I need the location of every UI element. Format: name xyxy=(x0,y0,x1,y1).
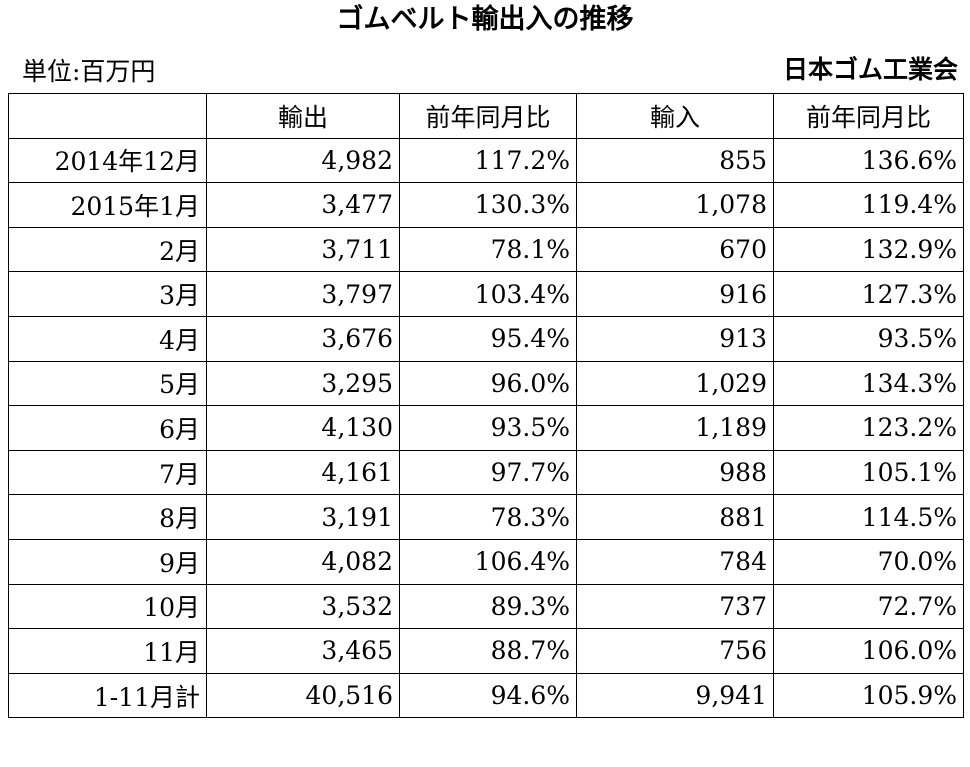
table-row: 1-11月計 40,516 94.6% 9,941 105.9% xyxy=(8,672,964,719)
table-body: 2014年12月 4,982 117.2% 855 136.6% 2015年1月 3,477… xyxy=(8,137,964,719)
export-cell: 3,191 xyxy=(206,494,400,540)
period-cell: 3月 xyxy=(8,271,207,317)
export-yoy-cell: 95.4% xyxy=(399,315,577,362)
period-cell: 2014年12月 xyxy=(8,137,207,184)
export-cell: 3,477 xyxy=(206,182,400,228)
export-cell: 3,711 xyxy=(206,226,400,273)
export-yoy-cell: 78.1% xyxy=(399,226,577,273)
header-row: 輸出 前年同月比 輸入 前年同月比 xyxy=(8,93,964,139)
page-title: ゴムベルト輸出入の推移 xyxy=(336,4,634,35)
import-yoy-cell: 123.2% xyxy=(773,405,964,451)
export-yoy-cell: 88.7% xyxy=(399,628,577,674)
import-cell: 784 xyxy=(576,538,774,585)
export-yoy-cell: 94.6% xyxy=(399,672,577,719)
export-cell: 4,982 xyxy=(206,137,400,184)
import-yoy-cell: 136.6% xyxy=(773,137,964,184)
export-yoy-cell: 97.7% xyxy=(399,449,577,496)
import-yoy-cell: 134.3% xyxy=(773,360,964,407)
table-row: 2014年12月 4,982 117.2% 855 136.6% xyxy=(8,137,964,184)
period-cell: 8月 xyxy=(8,494,207,540)
export-yoy-cell: 89.3% xyxy=(399,583,577,630)
import-cell: 916 xyxy=(576,271,774,317)
period-cell: 11月 xyxy=(8,628,207,674)
unit-label: 単位:百万円 xyxy=(22,57,156,86)
import-cell: 881 xyxy=(576,494,774,540)
period-cell: 1-11月計 xyxy=(8,672,207,719)
export-yoy-cell: 96.0% xyxy=(399,360,577,407)
table-row: 9月 4,082 106.4% 784 70.0% xyxy=(8,538,964,585)
import-cell: 1,189 xyxy=(576,405,774,451)
import-yoy-cell: 70.0% xyxy=(773,538,964,585)
period-cell: 4月 xyxy=(8,315,207,362)
export-cell: 40,516 xyxy=(206,672,400,719)
import-yoy-cell: 105.9% xyxy=(773,672,964,719)
import-cell: 1,029 xyxy=(576,360,774,407)
export-yoy-cell: 103.4% xyxy=(399,271,577,317)
import-cell: 737 xyxy=(576,583,774,630)
import-yoy-cell: 72.7% xyxy=(773,583,964,630)
table-row: 3月 3,797 103.4% 916 127.3% xyxy=(8,271,964,317)
import-yoy-cell: 114.5% xyxy=(773,494,964,540)
table-row: 2015年1月 3,477 130.3% 1,078 119.4% xyxy=(8,182,964,228)
header-cell-export: 輸出 xyxy=(206,93,400,139)
export-cell: 3,797 xyxy=(206,271,400,317)
export-cell: 4,082 xyxy=(206,538,400,585)
import-yoy-cell: 105.1% xyxy=(773,449,964,496)
period-cell: 2月 xyxy=(8,226,207,273)
table-row: 2月 3,711 78.1% 670 132.9% xyxy=(8,226,964,273)
export-cell: 4,161 xyxy=(206,449,400,496)
header-cell-import-yoy: 前年同月比 xyxy=(773,93,964,139)
import-cell: 756 xyxy=(576,628,774,674)
export-cell: 3,465 xyxy=(206,628,400,674)
import-cell: 1,078 xyxy=(576,182,774,228)
export-yoy-cell: 106.4% xyxy=(399,538,577,585)
table-row: 11月 3,465 88.7% 756 106.0% xyxy=(8,628,964,674)
import-cell: 913 xyxy=(576,315,774,362)
import-yoy-cell: 106.0% xyxy=(773,628,964,674)
period-cell: 9月 xyxy=(8,538,207,585)
period-cell: 10月 xyxy=(8,583,207,630)
table-row: 7月 4,161 97.7% 988 105.1% xyxy=(8,449,964,496)
trade-table: 輸出 前年同月比 輸入 前年同月比 2014年12月 4,982 117.2% 855… xyxy=(8,93,964,719)
export-cell: 3,532 xyxy=(206,583,400,630)
header-cell-period xyxy=(8,93,207,139)
period-cell: 6月 xyxy=(8,405,207,451)
table-row: 6月 4,130 93.5% 1,189 123.2% xyxy=(8,405,964,451)
import-cell: 670 xyxy=(576,226,774,273)
period-cell: 5月 xyxy=(8,360,207,407)
table-row: 10月 3,532 89.3% 737 72.7% xyxy=(8,583,964,630)
export-cell: 4,130 xyxy=(206,405,400,451)
table-row: 5月 3,295 96.0% 1,029 134.3% xyxy=(8,360,964,407)
header-cell-export-yoy: 前年同月比 xyxy=(399,93,577,139)
import-cell: 855 xyxy=(576,137,774,184)
source-label: 日本ゴム工業会 xyxy=(782,55,958,84)
header-cell-import: 輸入 xyxy=(576,93,774,139)
table-row: 8月 3,191 78.3% 881 114.5% xyxy=(8,494,964,540)
table-row: 4月 3,676 95.4% 913 93.5% xyxy=(8,315,964,362)
export-cell: 3,295 xyxy=(206,360,400,407)
export-yoy-cell: 93.5% xyxy=(399,405,577,451)
export-yoy-cell: 130.3% xyxy=(399,182,577,228)
export-yoy-cell: 117.2% xyxy=(399,137,577,184)
import-cell: 988 xyxy=(576,449,774,496)
import-yoy-cell: 119.4% xyxy=(773,182,964,228)
export-yoy-cell: 78.3% xyxy=(399,494,577,540)
import-yoy-cell: 127.3% xyxy=(773,271,964,317)
import-yoy-cell: 93.5% xyxy=(773,315,964,362)
export-cell: 3,676 xyxy=(206,315,400,362)
import-yoy-cell: 132.9% xyxy=(773,226,964,273)
period-cell: 7月 xyxy=(8,449,207,496)
period-cell: 2015年1月 xyxy=(8,182,207,228)
import-cell: 9,941 xyxy=(576,672,774,719)
